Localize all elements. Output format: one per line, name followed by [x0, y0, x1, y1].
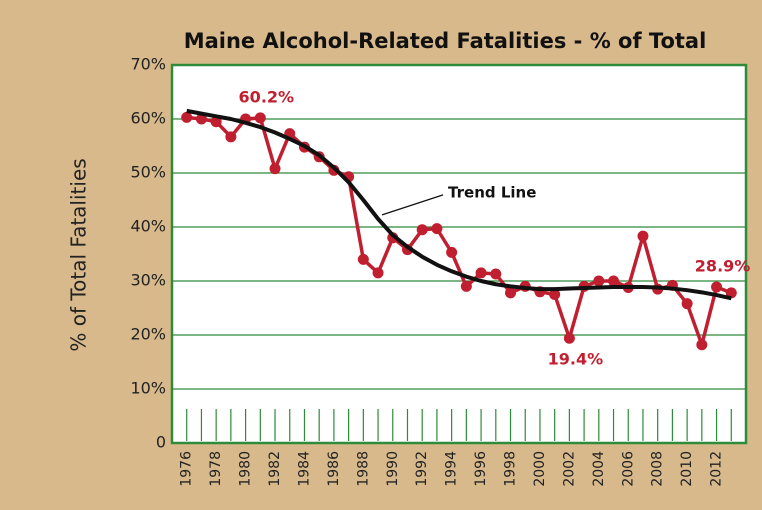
y-axis-label: % of Total Fatalities [67, 158, 91, 351]
data-point [210, 116, 222, 128]
x-tick-label: 1976 [179, 451, 195, 487]
x-tick-label: 2012 [709, 451, 725, 487]
data-label: 19.4% [548, 350, 604, 369]
y-tick-label: 30% [130, 271, 166, 290]
y-tick-label: 10% [130, 379, 166, 398]
data-label: 60.2% [239, 87, 295, 106]
x-tick-label: 1994 [444, 451, 460, 487]
x-tick-label: 1984 [296, 451, 312, 487]
y-tick-label: 0 [156, 433, 166, 452]
series-label: Trend Line [448, 183, 536, 201]
data-point [269, 163, 281, 175]
data-point [416, 224, 428, 236]
x-tick-label: 1988 [355, 451, 371, 487]
x-tick-label: 2010 [679, 451, 695, 487]
x-tick-label: 2008 [650, 451, 666, 487]
data-line [186, 115, 732, 347]
plot-border [170, 63, 748, 445]
data-point [563, 332, 575, 344]
y-tick-label: 60% [130, 109, 166, 128]
x-tick-label: 2000 [532, 451, 548, 487]
x-tick-label: 1980 [238, 451, 254, 487]
x-tick-label: 1998 [503, 451, 519, 487]
data-label: 28.9% [695, 256, 751, 275]
x-tick-label: 1978 [208, 451, 224, 487]
data-point [460, 280, 472, 292]
data-point [549, 289, 561, 300]
data-point [490, 268, 502, 280]
data-point [637, 230, 649, 242]
data-point [357, 253, 369, 265]
x-tick-label: 1982 [267, 451, 283, 487]
data-point [431, 223, 443, 235]
data-point [195, 113, 207, 125]
data-point [181, 111, 193, 123]
trend-line [186, 108, 732, 301]
x-tick-label: 1996 [473, 451, 489, 487]
x-tick-label: 1992 [414, 451, 430, 487]
chart-title: Maine Alcohol-Related Fatalities - % of … [184, 29, 707, 53]
x-tick-label: 2006 [620, 451, 636, 487]
data-point [593, 275, 605, 287]
y-tick-label: 20% [130, 325, 166, 344]
plot: 0 10% 20% 30% 40% 50% 60% 70% 1976 1978 1980 1982 19… [130, 55, 750, 487]
y-tick-label: 50% [130, 163, 166, 182]
x-tick-label: 2002 [561, 451, 577, 487]
annotation-arrow [381, 194, 444, 216]
data-point [475, 267, 487, 279]
y-tick-label: 70% [130, 55, 166, 74]
data-point [681, 298, 693, 310]
data-point [608, 275, 620, 287]
data-point [254, 112, 266, 124]
data-point [446, 246, 458, 258]
data-point [372, 267, 384, 279]
data-point [711, 281, 723, 293]
x-tick-label: 1986 [326, 451, 342, 487]
data-point [696, 339, 708, 351]
data-point [225, 131, 237, 143]
y-tick-label: 40% [130, 217, 166, 236]
x-tick-label: 1990 [385, 451, 401, 487]
data-point [505, 287, 517, 299]
x-tick-label: 2004 [591, 451, 607, 487]
